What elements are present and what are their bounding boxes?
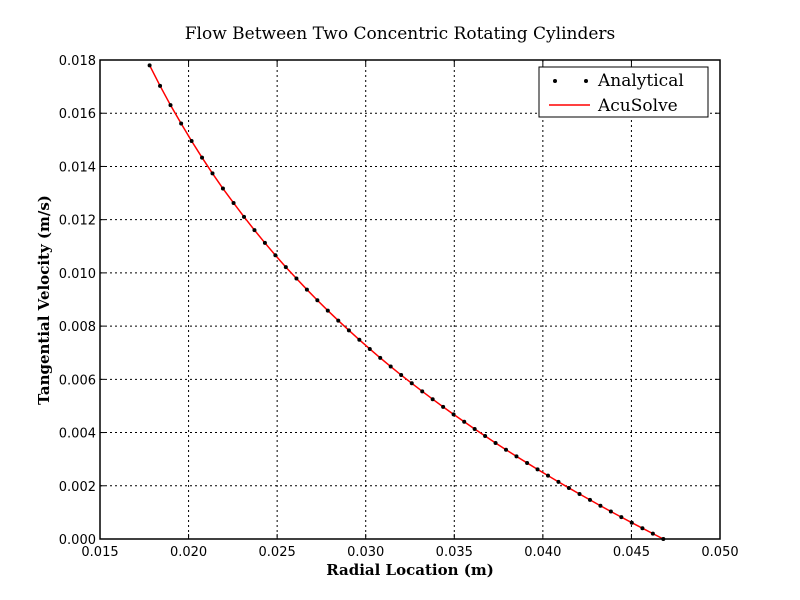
data-point-analytical <box>325 308 330 313</box>
data-point-analytical <box>504 447 509 452</box>
data-point-analytical <box>472 426 477 431</box>
x-tick-label: 0.040 <box>524 545 561 560</box>
data-point-analytical <box>399 373 404 378</box>
data-point-analytical <box>462 419 467 424</box>
data-point-analytical <box>357 337 362 342</box>
grid <box>100 60 720 539</box>
data-point-analytical <box>650 531 655 536</box>
data-point-analytical <box>608 509 613 514</box>
y-axis-label: Tangential Velocity (m/s) <box>35 195 53 405</box>
data-point-analytical <box>525 460 530 465</box>
data-point-analytical <box>378 355 383 360</box>
x-tick-label: 0.025 <box>259 545 296 560</box>
data-point-analytical <box>242 214 247 219</box>
series-line-acusolve <box>148 64 664 540</box>
data-point-analytical <box>483 434 488 439</box>
data-point-analytical <box>189 138 194 143</box>
data-point-analytical <box>220 186 225 191</box>
data-point-analytical <box>566 485 571 490</box>
data-point-analytical <box>545 473 550 478</box>
data-point-analytical <box>430 397 435 402</box>
data-point-analytical <box>273 253 278 258</box>
chart-title: Flow Between Two Concentric Rotating Cyl… <box>185 24 616 44</box>
x-tick-label: 0.050 <box>701 545 738 560</box>
legend-marker-analytical <box>584 79 588 83</box>
plot-frame <box>99 59 721 540</box>
data-point-analytical <box>147 63 152 68</box>
legend-label-analytical: Analytical <box>597 71 684 91</box>
x-axis-label: Radial Location (m) <box>326 561 494 579</box>
series-layer <box>147 63 666 541</box>
legend-label-acusolve: AcuSolve <box>597 96 678 116</box>
data-point-analytical <box>346 328 351 333</box>
x-tick-label: 0.020 <box>170 545 207 560</box>
data-point-analytical <box>210 171 215 176</box>
data-point-analytical <box>535 467 540 472</box>
data-point-analytical <box>587 497 592 502</box>
data-point-analytical <box>283 265 288 270</box>
y-tick-label: 0.014 <box>59 160 96 175</box>
data-point-analytical <box>304 287 309 292</box>
data-point-analytical <box>200 155 205 160</box>
data-point-analytical <box>388 364 393 369</box>
data-point-analytical <box>629 520 634 525</box>
data-point-analytical <box>231 200 236 205</box>
data-point-analytical <box>577 491 582 496</box>
data-point-analytical <box>262 240 267 245</box>
x-tick-label: 0.045 <box>613 545 650 560</box>
data-point-analytical <box>493 440 498 445</box>
y-axis-ticks: 0.000 0.002 0.004 0.006 0.008 0.010 0.012 0.014… <box>59 54 720 548</box>
y-tick-label: 0.000 <box>59 533 96 548</box>
y-tick-label: 0.012 <box>59 214 96 229</box>
legend: Analytical AcuSolve <box>538 66 709 118</box>
x-axis-ticks: 0.015 0.020 0.025 0.030 0.035 0.040 0.045 0.050 <box>81 60 739 560</box>
x-tick-label: 0.030 <box>347 545 384 560</box>
y-tick-label: 0.018 <box>59 54 96 69</box>
data-point-analytical <box>441 404 446 409</box>
data-point-analytical <box>336 318 341 323</box>
data-point-analytical <box>640 526 645 531</box>
y-tick-label: 0.016 <box>59 107 96 122</box>
data-point-analytical <box>556 479 561 484</box>
data-point-analytical <box>315 298 320 303</box>
data-point-analytical <box>168 103 173 108</box>
y-tick-label: 0.010 <box>59 267 96 282</box>
data-point-analytical <box>420 389 425 394</box>
data-point-analytical <box>179 121 184 126</box>
y-tick-label: 0.004 <box>59 427 96 442</box>
data-point-analytical <box>367 346 372 351</box>
data-point-analytical <box>619 515 624 520</box>
x-tick-label: 0.035 <box>436 545 473 560</box>
y-tick-label: 0.006 <box>59 373 96 388</box>
data-point-analytical <box>409 381 414 386</box>
legend-box <box>538 66 709 118</box>
data-point-analytical <box>451 412 456 417</box>
legend-marker-analytical <box>553 79 557 83</box>
x-tick-label: 0.015 <box>81 545 118 560</box>
data-point-analytical <box>252 228 257 233</box>
y-tick-label: 0.008 <box>59 320 96 335</box>
data-point-analytical <box>514 454 519 459</box>
data-point-analytical <box>294 276 299 281</box>
data-point-analytical <box>158 83 163 88</box>
data-point-analytical <box>598 503 603 508</box>
y-tick-label: 0.002 <box>59 480 96 495</box>
